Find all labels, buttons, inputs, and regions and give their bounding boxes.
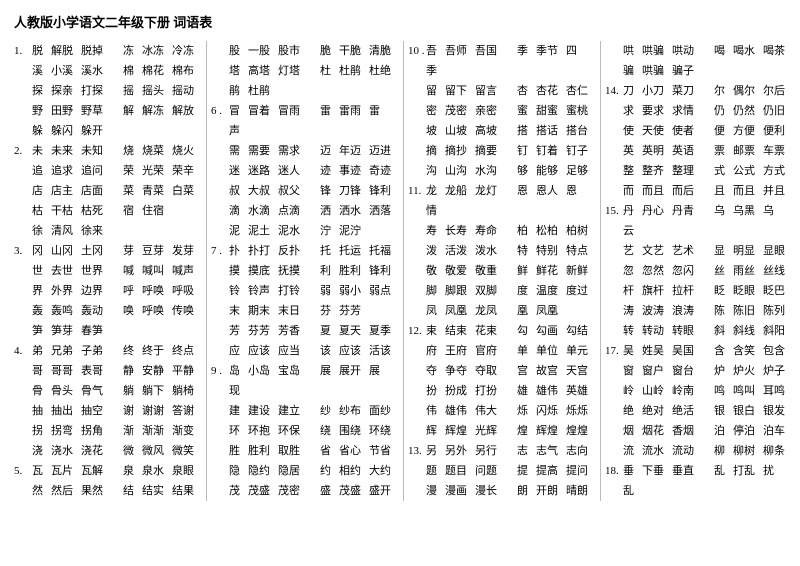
word-row: 泥泥土泥水泞泥泞 (211, 221, 399, 241)
word-row-wrap: 声 (211, 121, 399, 141)
word-row: 伟雄伟伟大烁闪烁烁烁 (408, 401, 596, 421)
word-row: 7 .扑扑打反扑托托运托福 (211, 241, 399, 261)
word-row: 2.未未来未知烧烧菜烧火 (14, 141, 202, 161)
word-columns: 1.脱解脱脱掉冻冰冻冷冻溪小溪溪水棉棉花棉布探探亲打探摇摇头摇动野田野野草解解冻… (14, 41, 786, 501)
word-row: 股一股股市脆干脆清脆 (211, 41, 399, 61)
word-row: 岭山岭岭南鸣鸣叫耳鸣 (605, 381, 793, 401)
word-row: 脚脚跟双脚度温度度过 (408, 281, 596, 301)
word-row: 5.瓦瓦片瓦解泉泉水泉眼 (14, 461, 202, 481)
word-row: 流流水流动柳柳树柳条 (605, 441, 793, 461)
word-row: 辉辉煌光辉煌辉煌煌煌 (408, 421, 596, 441)
word-row: 涛波涛浪涛陈陈旧陈列 (605, 301, 793, 321)
word-row: 溪小溪溪水棉棉花棉布 (14, 61, 202, 81)
word-row: 13.另另外另行志志气志向 (408, 441, 596, 461)
word-row: 6 .冒冒着冒雨雷雷雨雷 (211, 101, 399, 121)
word-row: 3.冈山冈土冈芽豆芽发芽 (14, 241, 202, 261)
word-row: 枯干枯枯死宿住宿 (14, 201, 202, 221)
word-row: 隐隐约隐居约相约大约 (211, 461, 399, 481)
word-row: 而而且而后且而且并且 (605, 181, 793, 201)
word-row: 浇浇水浇花微微风微笑 (14, 441, 202, 461)
word-row-wrap: 季 (408, 61, 596, 81)
word-row: 4.弟兄弟子弟终终于终点 (14, 341, 202, 361)
word-row: 建建设建立纱纱布面纱 (211, 401, 399, 421)
word-row: 抽抽出抽空谢谢谢答谢 (14, 401, 202, 421)
word-row-wrap: 云 (605, 221, 793, 241)
word-row: 转转动转眼斜斜线斜阳 (605, 321, 793, 341)
word-row: 店店主店面菜青菜白菜 (14, 181, 202, 201)
column-4: 哄哄骗哄动喝喝水喝茶骗哄骗骗子14.刀小刀菜刀尔偶尔尔后求要求求情仍仍然仍旧使天… (600, 41, 797, 501)
word-row: 塔高塔灯塔杜杜鹃杜绝 (211, 61, 399, 81)
word-row-wrap: 乱 (605, 481, 793, 501)
word-row: 烟烟花香烟泊停泊泊车 (605, 421, 793, 441)
word-row: 界外界边界呼呼唤呼吸 (14, 281, 202, 301)
word-row: 漫漫画漫长朗开朗晴朗 (408, 481, 596, 501)
word-row: 骗哄骗骗子 (605, 61, 793, 81)
word-row: 15.丹丹心丹青乌乌黑乌 (605, 201, 793, 221)
word-row: 胜胜利取胜省省心节省 (211, 441, 399, 461)
word-row: 茂茂盛茂密盛茂盛盛开 (211, 481, 399, 501)
word-row: 使天使使者便方便便利 (605, 121, 793, 141)
column-2: 股一股股市脆干脆清脆塔高塔灯塔杜杜鹃杜绝鹃杜鹃6 .冒冒着冒雨雷雷雨雷声需需要需… (206, 41, 403, 501)
word-row: 18.垂下垂垂直乱打乱扰 (605, 461, 793, 481)
word-row: 求要求求情仍仍然仍旧 (605, 101, 793, 121)
word-row-wrap: 情 (408, 201, 596, 221)
word-row: 12.束结束花束勾勾画勾结 (408, 321, 596, 341)
word-row: 拐拐弯拐角渐渐渐渐变 (14, 421, 202, 441)
word-row: 摸摸底抚摸利胜利锋利 (211, 261, 399, 281)
word-row: 1.脱解脱脱掉冻冰冻冷冻 (14, 41, 202, 61)
word-row: 题题目问题提提高提问 (408, 461, 596, 481)
word-row: 滴水滴点滴洒洒水洒落 (211, 201, 399, 221)
word-row: 扮扮成打扮雄雄伟英雄 (408, 381, 596, 401)
word-row: 窗窗户窗台炉炉火炉子 (605, 361, 793, 381)
word-row: 忽忽然忽闪丝雨丝丝线 (605, 261, 793, 281)
word-row: 17.吴姓吴吴国含含笑包含 (605, 341, 793, 361)
word-row: 芳芬芳芳香夏夏天夏季 (211, 321, 399, 341)
word-row: 14.刀小刀菜刀尔偶尔尔后 (605, 81, 793, 101)
word-row: 哄哄骗哄动喝喝水喝茶 (605, 41, 793, 61)
word-row: 叔大叔叔父锋刀锋锋利 (211, 181, 399, 201)
word-row: 整整齐整理式公式方式 (605, 161, 793, 181)
word-row: 躲躲闪躲开 (14, 121, 202, 141)
word-row: 追追求追问荣光荣荣辛 (14, 161, 202, 181)
word-row: 笋笋芽春笋 (14, 321, 202, 341)
word-row: 末期末末日芬芬芳 (211, 301, 399, 321)
word-row: 凤凤凰龙凤凰凤凰 (408, 301, 596, 321)
word-row: 坡山坡高坡搭搭话搭台 (408, 121, 596, 141)
word-row: 哥哥哥表哥静安静平静 (14, 361, 202, 381)
word-row: 泼活泼泼水特特别特点 (408, 241, 596, 261)
word-row-wrap: 现 (211, 381, 399, 401)
word-row: 世去世世界喊喊叫喊声 (14, 261, 202, 281)
word-row: 11.龙龙船龙灯恩恩人恩 (408, 181, 596, 201)
word-row: 环环抱环保绕围绕环绕 (211, 421, 399, 441)
word-row: 敬敬爱敬重鲜鲜花新鲜 (408, 261, 596, 281)
word-row: 留留下留言杏杏花杏仁 (408, 81, 596, 101)
word-row: 迷迷路迷人迹事迹奇迹 (211, 161, 399, 181)
word-row: 10 .吾吾师吾国季季节四 (408, 41, 596, 61)
word-row: 艺文艺艺术显明显显眼 (605, 241, 793, 261)
column-1: 1.脱解脱脱掉冻冰冻冷冻溪小溪溪水棉棉花棉布探探亲打探摇摇头摇动野田野野草解解冻… (14, 41, 206, 501)
word-row: 轰轰鸣轰动唤呼唤传唤 (14, 301, 202, 321)
word-row: 徐清风徐来 (14, 221, 202, 241)
word-row: 铃铃声打铃弱弱小弱点 (211, 281, 399, 301)
word-row: 英英明英语票邮票车票 (605, 141, 793, 161)
word-row: 骨骨头骨气躺躺下躺椅 (14, 381, 202, 401)
word-row: 9 .岛小岛宝岛展展开展 (211, 361, 399, 381)
word-row: 寿长寿寿命柏松柏柏树 (408, 221, 596, 241)
word-row: 密茂密亲密蜜甜蜜蜜桃 (408, 101, 596, 121)
word-row: 需需要需求迈年迈迈进 (211, 141, 399, 161)
word-row: 摘摘抄摘要钉钉着钉子 (408, 141, 596, 161)
page-title: 人教版小学语文二年级下册 词语表 (14, 12, 786, 31)
word-row: 野田野野草解解冻解放 (14, 101, 202, 121)
word-row: 鹃杜鹃 (211, 81, 399, 101)
word-row: 府王府官府单单位单元 (408, 341, 596, 361)
word-row: 杆旗杆拉杆眨眨眼眨巴 (605, 281, 793, 301)
word-row: 绝绝对绝活银银白银发 (605, 401, 793, 421)
word-row: 夺争夺夺取宫故宫天宫 (408, 361, 596, 381)
word-row: 然然后果然结结实结果 (14, 481, 202, 501)
word-row: 应应该应当该应该活该 (211, 341, 399, 361)
column-3: 10 .吾吾师吾国季季节四季留留下留言杏杏花杏仁密茂密亲密蜜甜蜜蜜桃坡山坡高坡搭… (403, 41, 600, 501)
word-row: 探探亲打探摇摇头摇动 (14, 81, 202, 101)
word-row: 沟山沟水沟够能够足够 (408, 161, 596, 181)
